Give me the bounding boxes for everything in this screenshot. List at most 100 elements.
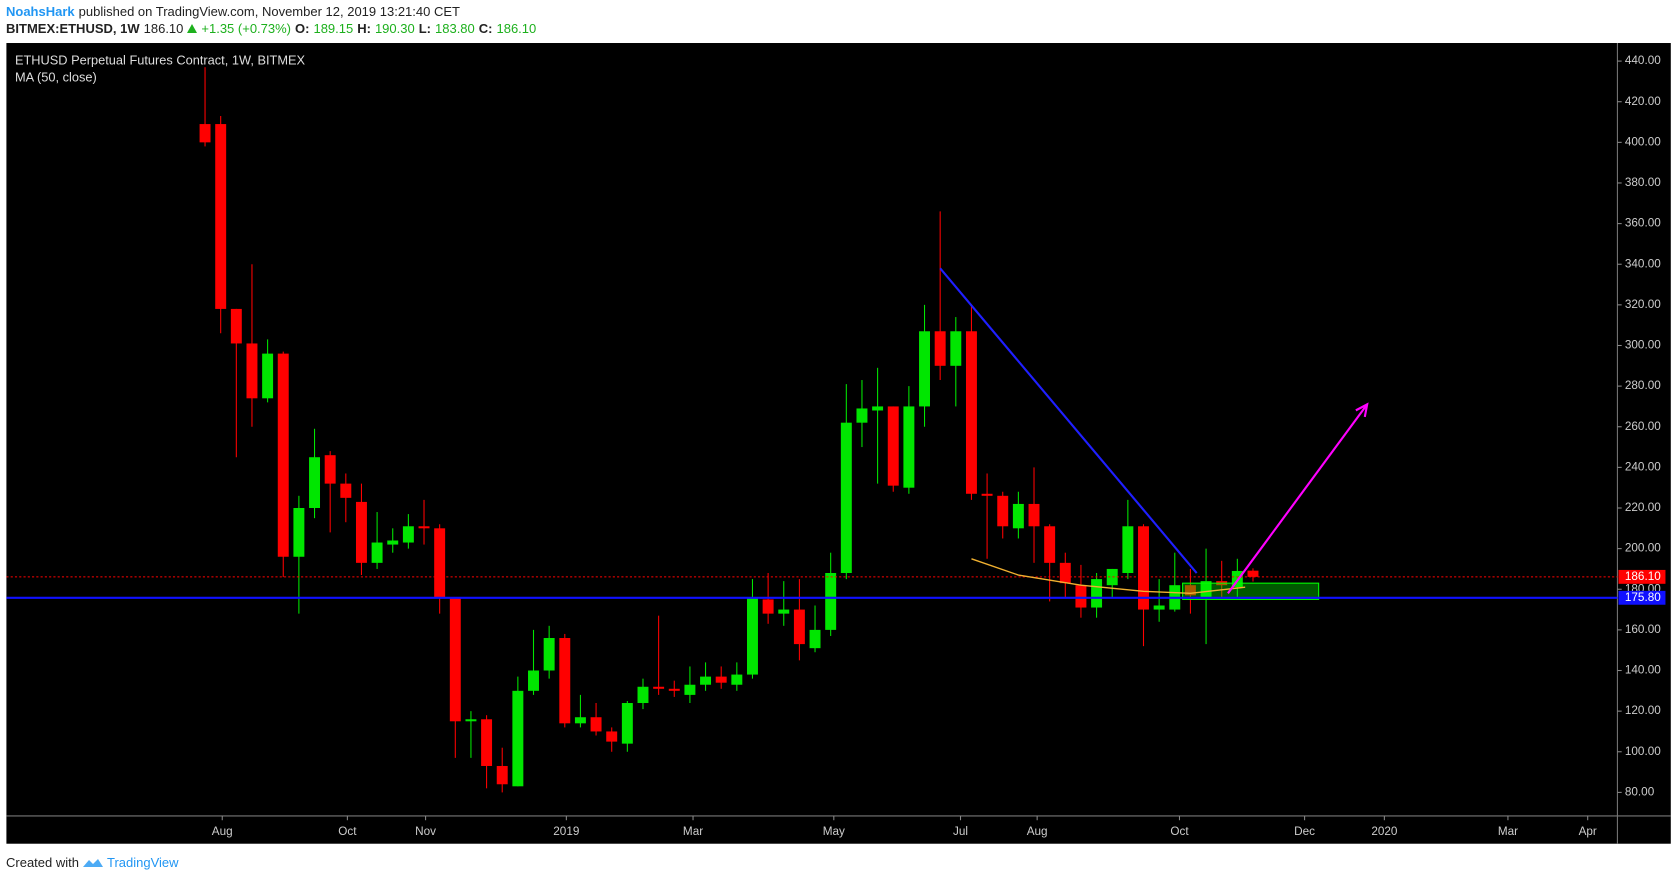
candle-body: [965, 330, 977, 494]
candle-body: [809, 629, 821, 648]
candle-body: [887, 406, 899, 486]
candle-body: [934, 330, 946, 366]
candle-body: [793, 609, 805, 644]
y-tick-label: 420.00: [1625, 95, 1661, 108]
candle-body: [778, 609, 790, 614]
ohlc-label: H:: [357, 21, 371, 36]
trendline: [939, 267, 1198, 574]
x-tick-label: Aug: [212, 825, 233, 838]
candle-body: [512, 690, 524, 786]
candle-body: [215, 123, 227, 309]
x-tick-label: Mar: [683, 825, 703, 838]
symbol-line: BITMEX:ETHUSD, 1W 186.10 +1.35 (+0.73%) …: [6, 21, 536, 36]
candle-body: [1044, 525, 1056, 563]
x-tick-label: Oct: [1170, 825, 1189, 838]
price-label: 175.80: [1625, 591, 1661, 604]
candle-body: [387, 540, 399, 545]
y-tick-label: 300.00: [1625, 338, 1661, 351]
candle-body: [872, 406, 884, 411]
brand-logo: [82, 858, 103, 867]
ohlc-value: 183.80: [435, 21, 475, 36]
candle-body: [919, 330, 931, 407]
indicator-label: MA (50, close): [15, 69, 97, 84]
candle-body: [230, 308, 242, 344]
candle-body: [262, 353, 274, 398]
chart-background: [6, 42, 1671, 844]
candle-body: [402, 525, 414, 543]
candle-body: [747, 597, 758, 675]
candle-body: [543, 637, 555, 671]
y-tick-label: 220.00: [1625, 501, 1661, 514]
header-line: NoahsHark published on TradingView.com, …: [6, 4, 460, 19]
candle-body: [1138, 525, 1149, 610]
zone: [1182, 582, 1320, 600]
y-tick-label: 100.00: [1625, 745, 1661, 758]
candle-body: [277, 353, 289, 557]
candle-body: [371, 542, 383, 563]
candle-body: [309, 456, 321, 508]
candle-body: [1028, 503, 1040, 526]
price-label-box: [1618, 590, 1666, 605]
candle-body: [559, 637, 571, 724]
x-tick-label: Jul: [953, 825, 968, 838]
ohlc-value: 186.10: [496, 21, 537, 36]
candle-body: [465, 718, 477, 721]
ohlc-value: 189.15: [313, 21, 354, 36]
candle-body: [653, 686, 665, 689]
symbol: BITMEX:ETHUSD, 1W: [6, 21, 140, 36]
arrow: [1227, 403, 1369, 594]
candle-body: [574, 716, 586, 724]
x-tick-label: Apr: [1579, 825, 1597, 838]
candle-body: [856, 408, 868, 423]
candle-body: [340, 483, 352, 498]
candle-body: [715, 676, 727, 683]
candle-body: [606, 731, 618, 742]
candle-body: [621, 702, 633, 744]
y-tick-label: 80.00: [1625, 785, 1655, 798]
candle-body: [825, 572, 837, 630]
x-tick-label: Dec: [1294, 825, 1315, 838]
chart-title: ETHUSD Perpetual Futures Contract, 1W, B…: [15, 52, 306, 67]
x-tick-label: 2020: [1371, 825, 1398, 838]
ohlc-label: C:: [478, 21, 493, 36]
ohlc-label: O:: [295, 21, 310, 36]
x-tick-label: May: [823, 825, 845, 838]
candle-body: [199, 123, 211, 143]
candle-body: [1012, 503, 1024, 529]
candle-body: [293, 507, 305, 557]
change: +1.35 (+0.73%): [201, 21, 292, 36]
candle-body: [637, 686, 649, 703]
y-tick-label: 320.00: [1625, 298, 1661, 311]
footer-text: Created with: [6, 855, 79, 870]
x-tick-label: Nov: [415, 825, 436, 838]
candle-body: [434, 528, 446, 598]
candle-body: [1106, 568, 1118, 585]
x-tick-label: 2019: [553, 825, 579, 838]
ohlc-value: 190.30: [374, 21, 415, 36]
last-price: 186.10: [143, 21, 184, 36]
candle-body: [1122, 525, 1134, 573]
candle-body: [1059, 562, 1071, 583]
candle-body: [1153, 605, 1165, 610]
candle-body: [418, 525, 430, 529]
y-tick-label: 380.00: [1625, 176, 1661, 189]
candle-body: [981, 493, 993, 496]
candle-body: [684, 684, 696, 695]
up-arrow-icon: [187, 24, 198, 33]
brand[interactable]: TradingView: [106, 855, 179, 870]
candle-body: [246, 343, 258, 398]
ohlc-label: L:: [418, 21, 431, 36]
author[interactable]: NoahsHark: [6, 4, 75, 19]
candle-body: [1184, 584, 1196, 596]
y-tick-label: 200.00: [1625, 541, 1661, 554]
candle-body: [997, 495, 1009, 526]
candle-body: [1091, 578, 1103, 608]
candle-body: [762, 599, 774, 614]
y-tick-label: 140.00: [1625, 663, 1661, 676]
candle-body: [840, 422, 852, 573]
candle-body: [700, 676, 712, 685]
candle-body: [1200, 580, 1212, 598]
footer: Created with TradingView: [6, 855, 179, 870]
candle-body: [950, 330, 962, 366]
